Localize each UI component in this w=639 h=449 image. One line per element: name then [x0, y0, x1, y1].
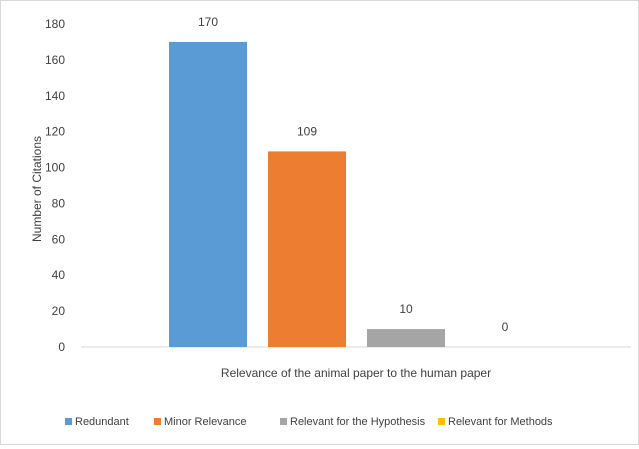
legend-item: Relevant for the Hypothesis [280, 416, 426, 428]
legend-label: Relevant for Methods [448, 416, 553, 428]
y-tick-label: 180 [45, 17, 65, 31]
y-tick-label: 80 [52, 196, 66, 210]
y-tick-label: 160 [45, 53, 65, 67]
y-tick-label: 100 [45, 161, 65, 175]
bar [268, 151, 346, 347]
legend-swatch [154, 418, 161, 425]
y-axis-title: Number of Citations [30, 136, 44, 242]
legend-item: Redundant [65, 416, 129, 428]
data-label: 170 [198, 15, 218, 29]
legend-swatch [438, 418, 445, 425]
bar [169, 41, 247, 347]
legend-swatch [280, 418, 287, 425]
legend-swatch [65, 418, 72, 425]
y-axis-ticks: 0 20 40 60 80 100 120 140 160 180 [45, 17, 65, 354]
data-label: 109 [297, 124, 317, 138]
bars [169, 41, 445, 347]
bar [367, 329, 445, 347]
y-tick-label: 120 [45, 125, 65, 139]
legend-item: Minor Relevance [154, 416, 247, 428]
y-tick-label: 20 [52, 304, 66, 318]
legend-label: Minor Relevance [164, 416, 247, 428]
legend: Redundant Minor Relevance Relevant for the… [65, 416, 553, 428]
data-labels: 170 109 10 0 [198, 15, 509, 334]
legend-label: Redundant [75, 416, 129, 428]
legend-label: Relevant for the Hypothesis [290, 416, 426, 428]
data-label: 10 [399, 302, 413, 316]
y-tick-label: 40 [52, 268, 66, 282]
y-tick-label: 0 [58, 340, 65, 354]
y-tick-label: 60 [52, 232, 66, 246]
legend-item: Relevant for Methods [438, 416, 553, 428]
x-axis-title: Relevance of the animal paper to the hum… [221, 366, 491, 380]
y-tick-label: 140 [45, 89, 65, 103]
data-label: 0 [502, 320, 509, 334]
